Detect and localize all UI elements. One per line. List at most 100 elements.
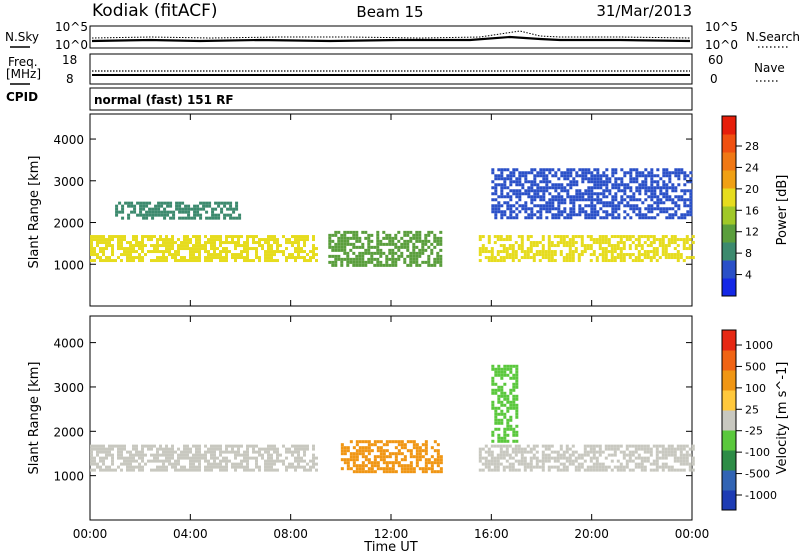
data-cell xyxy=(682,247,686,251)
data-cell xyxy=(548,171,552,175)
data-cell xyxy=(156,238,159,242)
data-cell xyxy=(569,186,573,190)
colorbar-frame xyxy=(721,329,737,511)
data-cell xyxy=(496,444,500,448)
data-cell xyxy=(500,210,504,214)
data-cell xyxy=(225,459,228,463)
data-cell xyxy=(409,470,413,474)
data-cell xyxy=(505,447,509,451)
data-cell xyxy=(497,418,501,422)
data-cell xyxy=(418,449,422,453)
data-cell xyxy=(294,256,297,260)
data-cell xyxy=(142,204,146,208)
data-cell xyxy=(237,447,240,451)
data-cell xyxy=(192,444,195,448)
data-cell xyxy=(358,263,362,267)
data-cell xyxy=(93,253,96,257)
data-cell xyxy=(596,186,600,190)
data-cell xyxy=(228,450,231,454)
data-cell xyxy=(640,253,644,257)
data-cell xyxy=(135,453,138,457)
data-cell xyxy=(403,464,407,468)
data-cell xyxy=(497,394,501,398)
data-cell xyxy=(427,263,431,267)
y-tick-label: 2000 xyxy=(53,425,84,439)
data-cell xyxy=(234,235,237,239)
data-cell xyxy=(439,458,443,462)
data-cell xyxy=(631,241,635,245)
data-cell xyxy=(494,418,498,422)
data-cell xyxy=(328,242,332,246)
data-cell xyxy=(530,183,534,187)
data-cell xyxy=(545,204,549,208)
data-cell xyxy=(608,201,612,205)
data-cell xyxy=(361,251,365,255)
data-cell xyxy=(159,238,162,242)
data-cell xyxy=(156,453,159,457)
data-cell xyxy=(261,244,264,248)
data-cell xyxy=(234,450,237,454)
data-cell xyxy=(355,230,359,234)
data-cell xyxy=(120,468,123,472)
data-cell xyxy=(246,444,249,448)
data-cell xyxy=(491,400,495,404)
data-cell xyxy=(500,412,504,416)
data-cell xyxy=(177,253,180,257)
data-cell xyxy=(294,459,297,463)
data-cell xyxy=(526,450,530,454)
data-cell xyxy=(355,443,359,447)
data-cell xyxy=(270,459,273,463)
data-cell xyxy=(646,244,650,248)
data-cell xyxy=(117,444,120,448)
data-cell xyxy=(541,238,545,242)
data-cell xyxy=(572,201,576,205)
data-cell xyxy=(373,245,377,249)
data-cell xyxy=(661,238,665,242)
data-cell xyxy=(635,189,639,193)
data-cell xyxy=(550,253,554,257)
data-cell xyxy=(578,192,582,196)
data-cell xyxy=(641,180,645,184)
data-cell xyxy=(343,236,347,240)
data-cell xyxy=(178,210,182,214)
data-cell xyxy=(506,192,510,196)
data-cell xyxy=(493,459,497,463)
data-cell xyxy=(518,195,522,199)
x-tick-label: 00:00 xyxy=(675,527,710,541)
data-cell xyxy=(226,207,230,211)
data-cell xyxy=(622,247,626,251)
data-cell xyxy=(511,259,515,263)
data-cell xyxy=(273,447,276,451)
data-cell xyxy=(346,239,350,243)
data-cell xyxy=(533,189,537,193)
data-cell xyxy=(617,216,621,220)
data-cell xyxy=(637,259,641,263)
data-cell xyxy=(689,213,693,217)
data-cell xyxy=(117,465,120,469)
data-cell xyxy=(554,213,558,217)
data-cell xyxy=(533,168,537,172)
data-cell xyxy=(279,453,282,457)
data-cell xyxy=(385,260,389,264)
data-cell xyxy=(502,259,506,263)
data-cell xyxy=(276,447,279,451)
data-cell xyxy=(157,207,161,211)
colorbar-swatch xyxy=(722,134,736,153)
data-cell xyxy=(658,465,662,469)
data-cell xyxy=(391,440,395,444)
data-cell xyxy=(159,244,162,248)
data-cell xyxy=(662,168,666,172)
data-cell xyxy=(544,459,548,463)
data-cell xyxy=(349,242,353,246)
data-cell xyxy=(586,235,590,239)
data-cell xyxy=(593,216,597,220)
data-cell xyxy=(175,207,179,211)
data-cell xyxy=(587,180,591,184)
data-cell xyxy=(641,174,645,178)
data-cell xyxy=(527,180,531,184)
data-cell xyxy=(637,250,641,254)
data-cell xyxy=(571,450,575,454)
data-cell xyxy=(355,464,359,468)
data-cell xyxy=(680,198,684,202)
data-cell xyxy=(670,444,674,448)
